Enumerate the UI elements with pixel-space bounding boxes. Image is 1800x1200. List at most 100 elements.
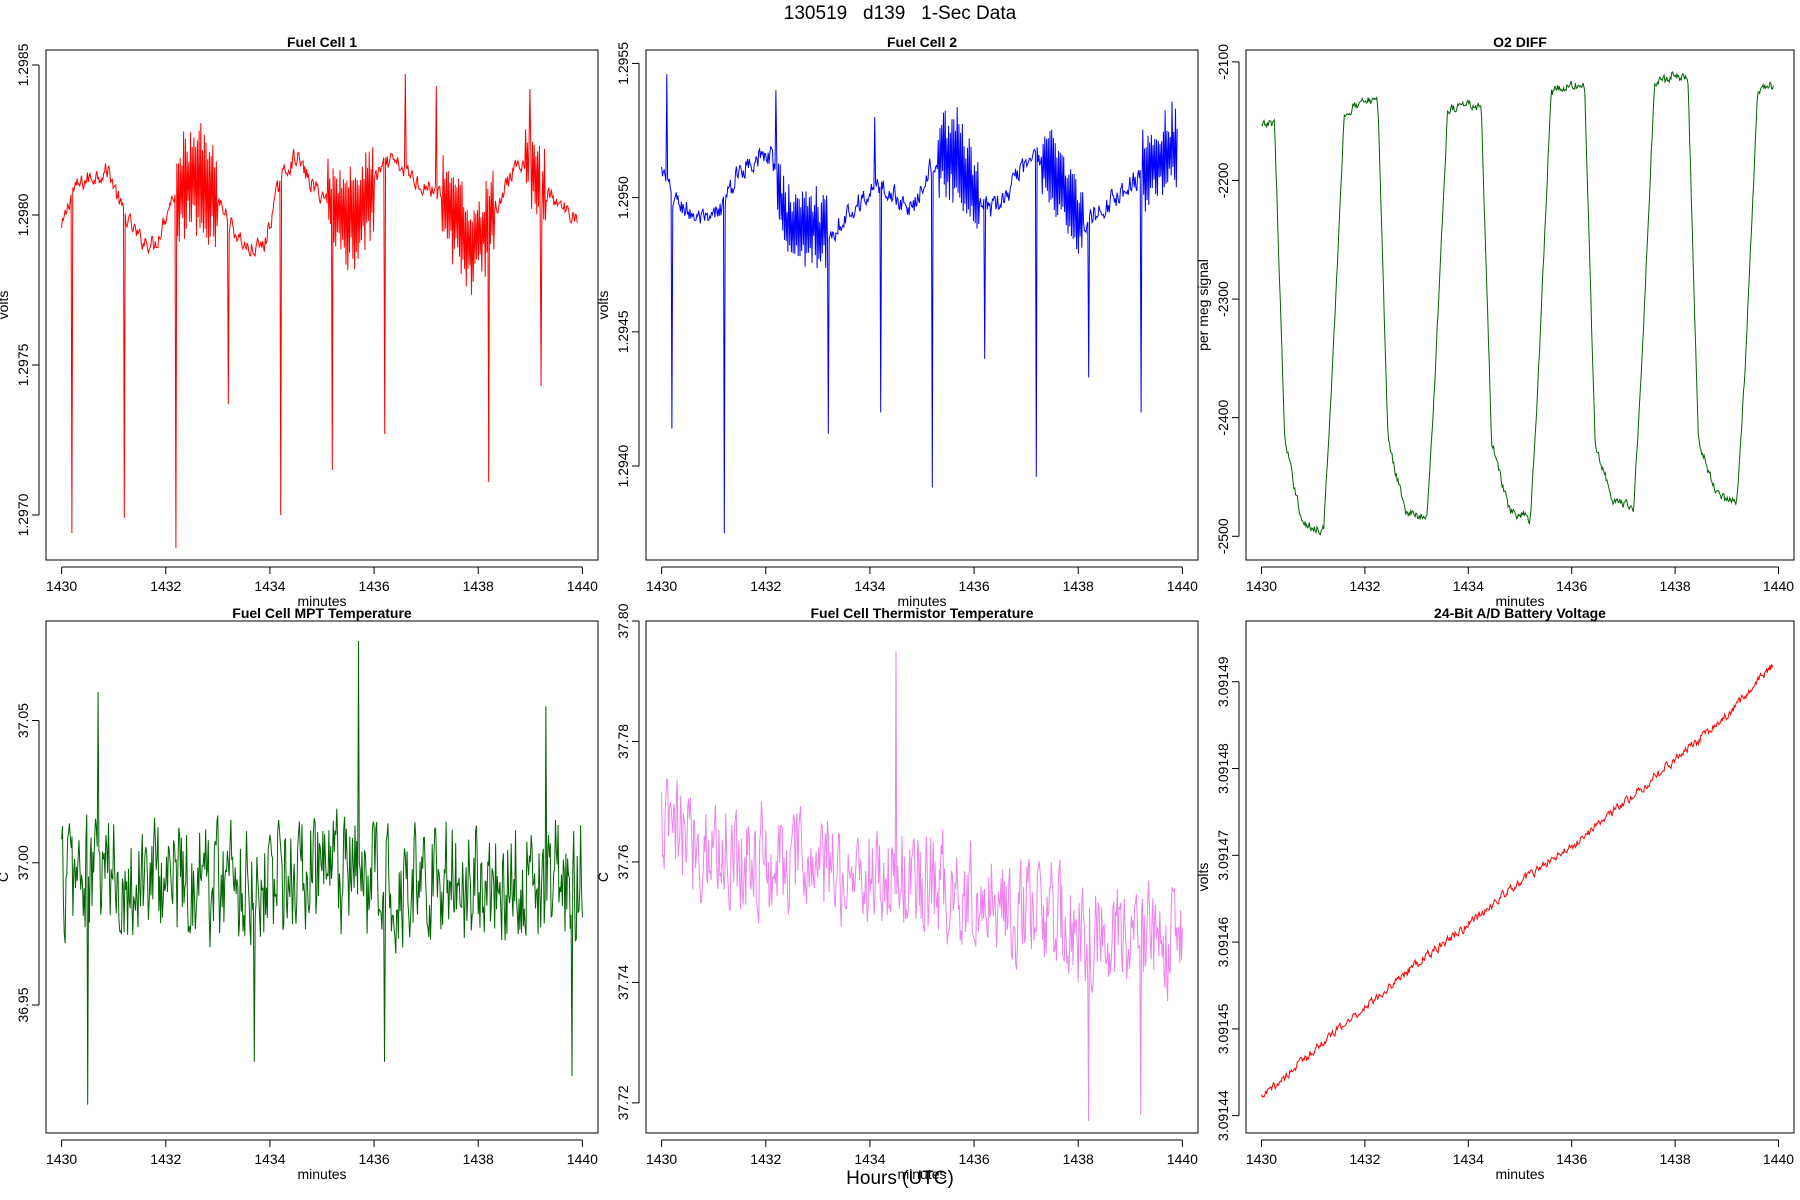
- panel-title: Fuel Cell 1: [287, 34, 357, 50]
- y-axis-label: volts: [0, 291, 11, 320]
- figure-title: 130519 d139 1-Sec Data: [783, 3, 1017, 24]
- y-axis-label: per meg signal: [1195, 259, 1211, 351]
- y-tick-label: 1.2945: [615, 310, 631, 353]
- panel-2: Fuel Cell 2 1430 1432 1434 1436 1438 1440 minut…: [595, 34, 1199, 609]
- y-tick-label: 37.00: [15, 845, 31, 880]
- x-tick-label: 1432: [1349, 578, 1380, 594]
- x-tick-label: 1438: [1063, 1151, 1094, 1167]
- series-line: [661, 74, 1178, 534]
- plot-frame: [645, 620, 1199, 1134]
- x-tick-label: 1438: [1660, 1151, 1691, 1167]
- x-tick-label: 1432: [150, 1151, 181, 1167]
- y-tick-label: 3.09147: [1215, 830, 1231, 881]
- x-tick-label: 1434: [254, 1151, 285, 1167]
- panel-4: Fuel Cell MPT Temperature 1430 1432 1434 143…: [0, 605, 599, 1182]
- x-tick-label: 1436: [1556, 1151, 1587, 1167]
- y-axis-label: C: [0, 872, 11, 882]
- x-tick-label: 1436: [1556, 578, 1587, 594]
- plot-frame: [645, 49, 1199, 561]
- y-axis-label: volts: [595, 291, 611, 320]
- panel-title: O2 DIFF: [1493, 34, 1547, 50]
- panel-6: 24-Bit A/D Battery Voltage 1430 1432 1434 14…: [1195, 605, 1795, 1182]
- x-axis-label: minutes: [297, 1166, 346, 1182]
- x-tick-label: 1430: [646, 1151, 677, 1167]
- x-tick-label: 1434: [1453, 1151, 1484, 1167]
- x-tick-label: 1440: [567, 1151, 598, 1167]
- y-tick-label: -2200: [1215, 162, 1231, 198]
- y-tick-label: 3.09144: [1215, 1090, 1231, 1141]
- series-line: [61, 73, 578, 549]
- y-tick-label: 1.2940: [615, 444, 631, 487]
- y-tick-label: -2100: [1215, 44, 1231, 80]
- x-tick-label: 1440: [1167, 1151, 1198, 1167]
- x-tick-label: 1430: [1246, 1151, 1277, 1167]
- series-line: [1261, 664, 1774, 1098]
- y-tick-label: -2400: [1215, 400, 1231, 436]
- panel-5: Fuel Cell Thermistor Temperature 1430 1432…: [595, 603, 1199, 1182]
- x-tick-label: 1430: [646, 578, 677, 594]
- x-tick-label: 1440: [1763, 1151, 1794, 1167]
- y-axis-label: volts: [1195, 863, 1211, 892]
- x-tick-label: 1432: [750, 1151, 781, 1167]
- x-tick-label: 1432: [150, 578, 181, 594]
- x-tick-label: 1430: [46, 578, 77, 594]
- series-line: [661, 651, 1183, 1122]
- x-tick-label: 1438: [463, 578, 494, 594]
- series-line: [1261, 71, 1774, 536]
- y-tick-label: 3.09149: [1215, 656, 1231, 707]
- x-axis-label: minutes: [1495, 593, 1544, 609]
- panel-title: Fuel Cell MPT Temperature: [232, 605, 412, 621]
- panel-title: 24-Bit A/D Battery Voltage: [1434, 605, 1606, 621]
- series-line: [61, 640, 583, 1105]
- y-tick-label: 1.2985: [15, 43, 31, 86]
- y-tick-label: 37.74: [615, 965, 631, 1000]
- y-tick-label: 37.80: [615, 603, 631, 638]
- plot-frame: [45, 620, 599, 1134]
- x-tick-label: 1436: [958, 578, 989, 594]
- x-tick-label: 1440: [567, 578, 598, 594]
- x-tick-label: 1438: [463, 1151, 494, 1167]
- x-axis-label: minutes: [297, 593, 346, 609]
- x-tick-label: 1436: [958, 1151, 989, 1167]
- y-tick-label: 37.05: [15, 703, 31, 738]
- y-tick-label: 37.72: [615, 1085, 631, 1120]
- y-tick-label: 37.76: [615, 844, 631, 879]
- panel-title: Fuel Cell 2: [887, 34, 957, 50]
- x-tick-label: 1436: [358, 578, 389, 594]
- x-tick-label: 1434: [1453, 578, 1484, 594]
- panel-title: Fuel Cell Thermistor Temperature: [810, 605, 1033, 621]
- x-tick-label: 1434: [854, 578, 885, 594]
- panel-3: O2 DIFF 1430 1432 1434 1436 1438 1440 minutes -2…: [1195, 34, 1795, 609]
- x-tick-label: 1430: [1246, 578, 1277, 594]
- x-tick-label: 1440: [1763, 578, 1794, 594]
- figure-xlabel: Hours (UTC): [846, 1168, 954, 1189]
- x-tick-label: 1430: [46, 1151, 77, 1167]
- x-tick-label: 1432: [750, 578, 781, 594]
- x-tick-label: 1438: [1063, 578, 1094, 594]
- y-tick-label: 3.09146: [1215, 917, 1231, 968]
- y-tick-label: 1.2950: [615, 176, 631, 219]
- x-tick-label: 1434: [854, 1151, 885, 1167]
- x-tick-label: 1434: [254, 578, 285, 594]
- y-tick-label: 3.09148: [1215, 743, 1231, 794]
- panel-1: Fuel Cell 1 1430 1432 1434 1436 1438 1440 minut…: [0, 34, 599, 609]
- y-tick-label: 3.09145: [1215, 1003, 1231, 1054]
- y-tick-label: -2300: [1215, 281, 1231, 317]
- y-tick-label: -2500: [1215, 518, 1231, 554]
- x-tick-label: 1432: [1349, 1151, 1380, 1167]
- y-tick-label: 1.2970: [15, 493, 31, 536]
- x-axis-label: minutes: [1495, 1166, 1544, 1182]
- y-tick-label: 36.95: [15, 987, 31, 1022]
- x-tick-label: 1436: [358, 1151, 389, 1167]
- y-tick-label: 37.78: [615, 724, 631, 759]
- x-axis-label: minutes: [897, 593, 946, 609]
- x-tick-label: 1438: [1660, 578, 1691, 594]
- plot-frame: [1245, 49, 1795, 561]
- plot-frame: [45, 49, 599, 561]
- y-axis-label: C: [595, 872, 611, 882]
- plot-frame: [1245, 620, 1795, 1134]
- y-tick-label: 1.2955: [615, 42, 631, 85]
- x-axis-label: minutes: [897, 1166, 946, 1182]
- y-tick-label: 1.2975: [15, 343, 31, 386]
